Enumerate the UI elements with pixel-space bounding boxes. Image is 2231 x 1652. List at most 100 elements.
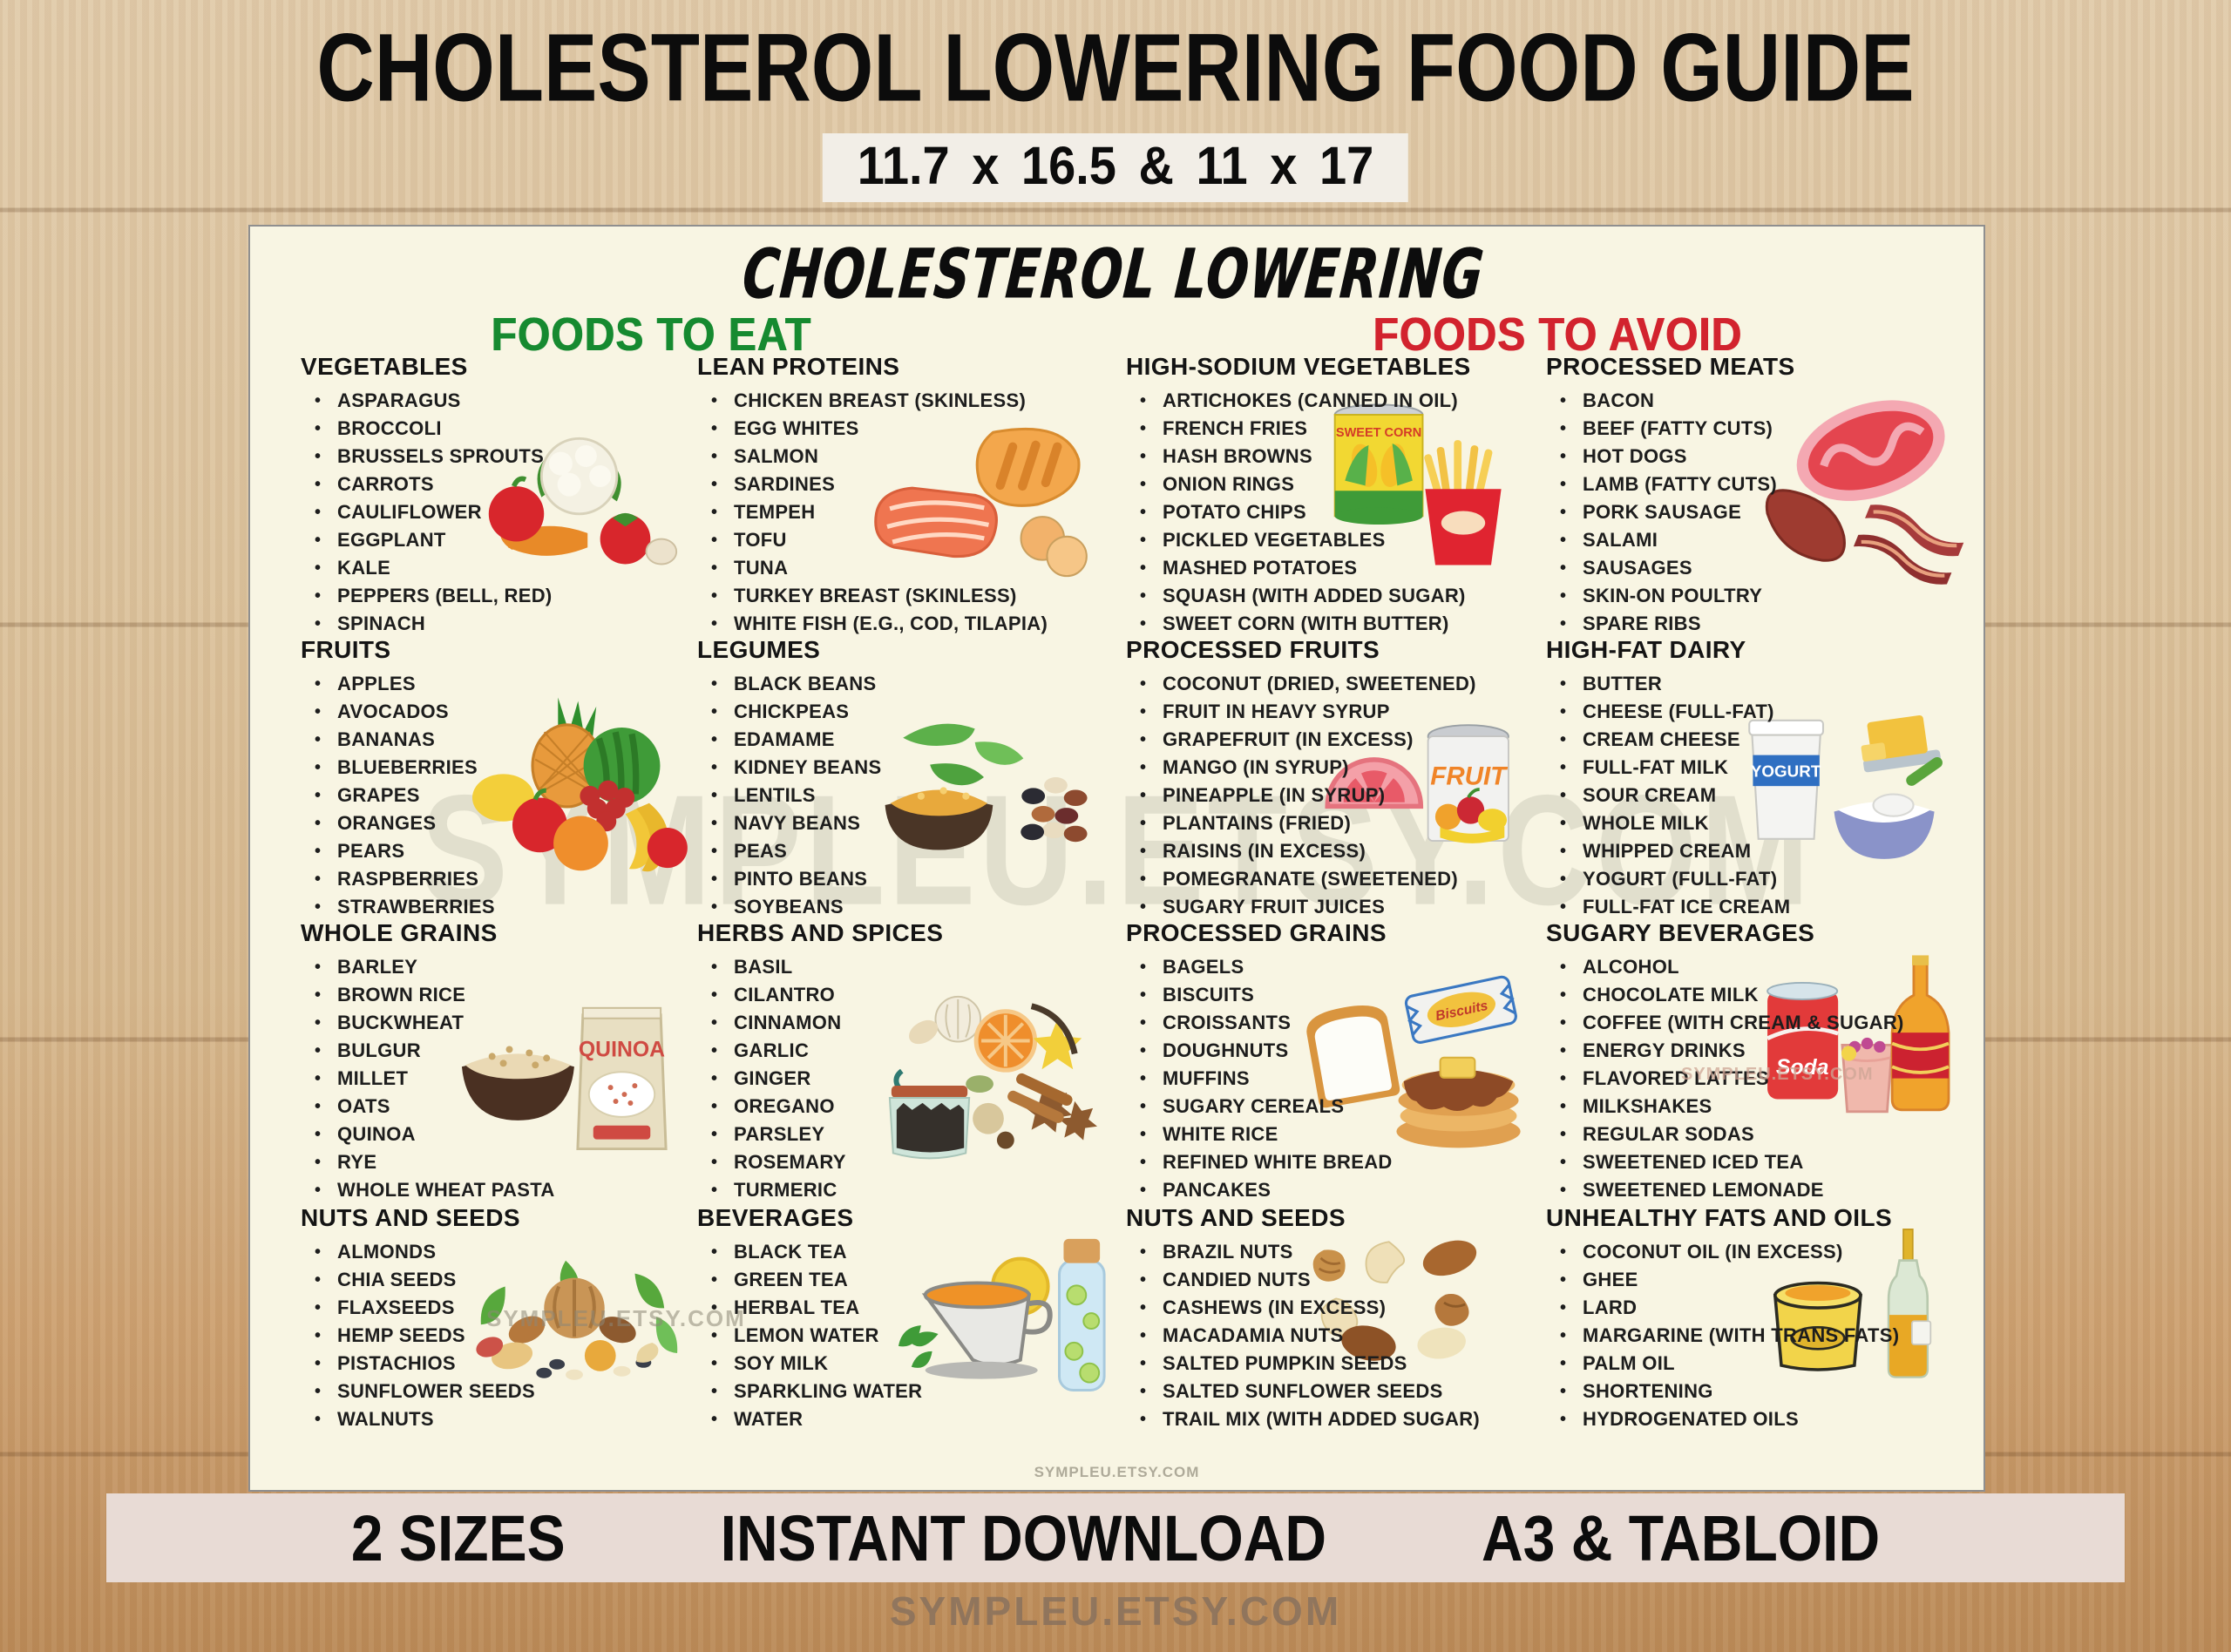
section-title: PROCESSED GRAINS [1126,919,1387,946]
food-item: LEMON WATER [734,1322,1098,1350]
food-item: PORK SAUSAGE [1583,498,1978,526]
food-item: CAULIFLOWER [337,498,702,526]
food-item: CARROTS [337,471,702,498]
food-item: CREAM CHEESE [1583,726,1978,754]
section-title: FRUITS [301,636,391,663]
food-list: BASILCILANTROCINNAMONGARLICGINGEROREGANO… [697,953,1098,1204]
food-item: COFFEE (WITH CREAM & SUGAR) [1583,1009,1978,1037]
food-item: BARLEY [337,953,702,981]
food-item: CILANTRO [734,981,1098,1009]
food-item: MANGO (IN SYRUP) [1163,754,1527,782]
footer-strip: 2 SIZES INSTANT DOWNLOAD A3 & TABLOID [106,1493,2125,1582]
food-item: EDAMAME [734,726,1098,754]
section-title: HERBS AND SPICES [697,919,944,946]
food-item: WHITE FISH (E.G., COD, TILAPIA) [734,610,1098,638]
food-item: OREGANO [734,1093,1098,1121]
food-item: HOT DOGS [1583,443,1978,471]
food-item: APPLES [337,670,702,698]
food-item: BISCUITS [1163,981,1527,1009]
food-item: BLACK TEA [734,1238,1098,1266]
food-item: SOYBEANS [734,893,1098,921]
food-item: GREEN TEA [734,1266,1098,1294]
food-list: ASPARAGUSBROCCOLIBRUSSELS SPROUTSCARROTS… [301,387,702,638]
section-title: NUTS AND SEEDS [1126,1204,1346,1231]
food-item: CASHEWS (IN EXCESS) [1163,1294,1527,1322]
food-item: BANANAS [337,726,702,754]
food-list: APPLESAVOCADOSBANANASBLUEBERRIESGRAPESOR… [301,670,702,921]
food-item: AVOCADOS [337,698,702,726]
food-item: SWEETENED LEMONADE [1583,1176,1978,1204]
section-lean-proteins: LEAN PROTEINS CHICKEN BREAST (SKINLESS)EG… [697,353,1098,638]
food-item: BLACK BEANS [734,670,1098,698]
section-vegetables: VEGETABLES ASPARAGUSBROCCOLIBRUSSELS SPRO… [301,353,702,638]
food-item: OATS [337,1093,702,1121]
food-item: RAISINS (IN EXCESS) [1163,837,1527,865]
food-item: FLAXSEEDS [337,1294,702,1322]
food-item: ENERGY DRINKS [1583,1037,1978,1065]
food-item: GRAPEFRUIT (IN EXCESS) [1163,726,1527,754]
food-item: PICKLED VEGETABLES [1163,526,1527,554]
food-item: BASIL [734,953,1098,981]
section-title: UNHEALTHY FATS AND OILS [1546,1204,1893,1231]
food-item: MARGARINE (WITH TRANS FATS) [1583,1322,1978,1350]
food-item: KIDNEY BEANS [734,754,1098,782]
section-title: NUTS AND SEEDS [301,1204,520,1231]
section-high-fat-dairy: HIGH-FAT DAIRY BUTTERCHEESE (FULL-FAT)CRE… [1546,636,1978,921]
food-item: PARSLEY [734,1121,1098,1148]
food-item: STRAWBERRIES [337,893,702,921]
footer-badge-download: INSTANT DOWNLOAD [720,1501,1326,1574]
section-whole-grains: WHOLE GRAINS BARLEYBROWN RICEBUCKWHEATBUL… [301,919,702,1204]
food-list: BARLEYBROWN RICEBUCKWHEATBULGURMILLETOAT… [301,953,702,1204]
food-item: RASPBERRIES [337,865,702,893]
food-item: BUTTER [1583,670,1978,698]
section-unhealthy-fats-and-oils: UNHEALTHY FATS AND OILS COCONUT OIL (IN E… [1546,1204,1978,1433]
food-item: WHIPPED CREAM [1583,837,1978,865]
food-item: TRAIL MIX (WITH ADDED SUGAR) [1163,1405,1527,1433]
food-item: SQUASH (WITH ADDED SUGAR) [1163,582,1527,610]
food-item: HERBAL TEA [734,1294,1098,1322]
food-item: SALAMI [1583,526,1978,554]
food-item: FULL-FAT MILK [1583,754,1978,782]
section-title: HIGH-FAT DAIRY [1546,636,1746,663]
food-item: DOUGHNUTS [1163,1037,1527,1065]
food-item: BUCKWHEAT [337,1009,702,1037]
section-processed-grains: PROCESSED GRAINS BAGELSBISCUITSCROISSANTS… [1126,919,1527,1204]
food-list: ARTICHOKES (CANNED IN OIL)FRENCH FRIESHA… [1126,387,1527,638]
food-item: SUNFLOWER SEEDS [337,1378,702,1405]
watermark-bottom: SYMPLEU.ETSY.COM [1034,1464,1200,1480]
foods-to-avoid-header: FOODS TO AVOID [1373,309,1742,362]
section-legumes: LEGUMES BLACK BEANSCHICKPEASEDAMAMEKIDNEY… [697,636,1098,921]
food-item: SPARE RIBS [1583,610,1978,638]
section-title: LEAN PROTEINS [697,353,900,380]
food-item: SOUR CREAM [1583,782,1978,809]
food-list: ALCOHOLCHOCOLATE MILKCOFFEE (WITH CREAM … [1546,953,1978,1204]
section-nuts-and-seeds-avoid: NUTS AND SEEDS BRAZIL NUTSCANDIED NUTSCAS… [1126,1204,1527,1433]
food-item: HEMP SEEDS [337,1322,702,1350]
food-item: FLAVORED LATTES [1583,1065,1978,1093]
section-high-sodium-vegetables: HIGH-SODIUM VEGETABLES ARTICHOKES (CANNED… [1126,353,1527,638]
section-title: BEVERAGES [697,1204,854,1231]
food-item: BAGELS [1163,953,1527,981]
section-title: WHOLE GRAINS [301,919,498,946]
food-item: ORANGES [337,809,702,837]
food-item: SUGARY CEREALS [1163,1093,1527,1121]
watermark-nuts: SYMPLEU.ETSY.COM [486,1305,746,1331]
food-item: SPARKLING WATER [734,1378,1098,1405]
food-item: POMEGRANATE (SWEETENED) [1163,865,1527,893]
food-item: GINGER [734,1065,1098,1093]
section-processed-meats: PROCESSED MEATS BACONBEEF (FATTY CUTS)HOT… [1546,353,1978,638]
food-item: SARDINES [734,471,1098,498]
food-item: TEMPEH [734,498,1098,526]
food-item: PEARS [337,837,702,865]
food-item: BROWN RICE [337,981,702,1009]
food-item: ARTICHOKES (CANNED IN OIL) [1163,387,1527,415]
food-item: BROCCOLI [337,415,702,443]
watermark-soda: SYMPLEU.ETSY.COM [1681,1065,1874,1084]
food-item: MILKSHAKES [1583,1093,1978,1121]
food-item: PLANTAINS (FRIED) [1163,809,1527,837]
food-list: COCONUT (DRIED, SWEETENED)FRUIT IN HEAVY… [1126,670,1527,921]
food-item: BACON [1583,387,1978,415]
food-item: GRAPES [337,782,702,809]
food-item: CHIA SEEDS [337,1266,702,1294]
